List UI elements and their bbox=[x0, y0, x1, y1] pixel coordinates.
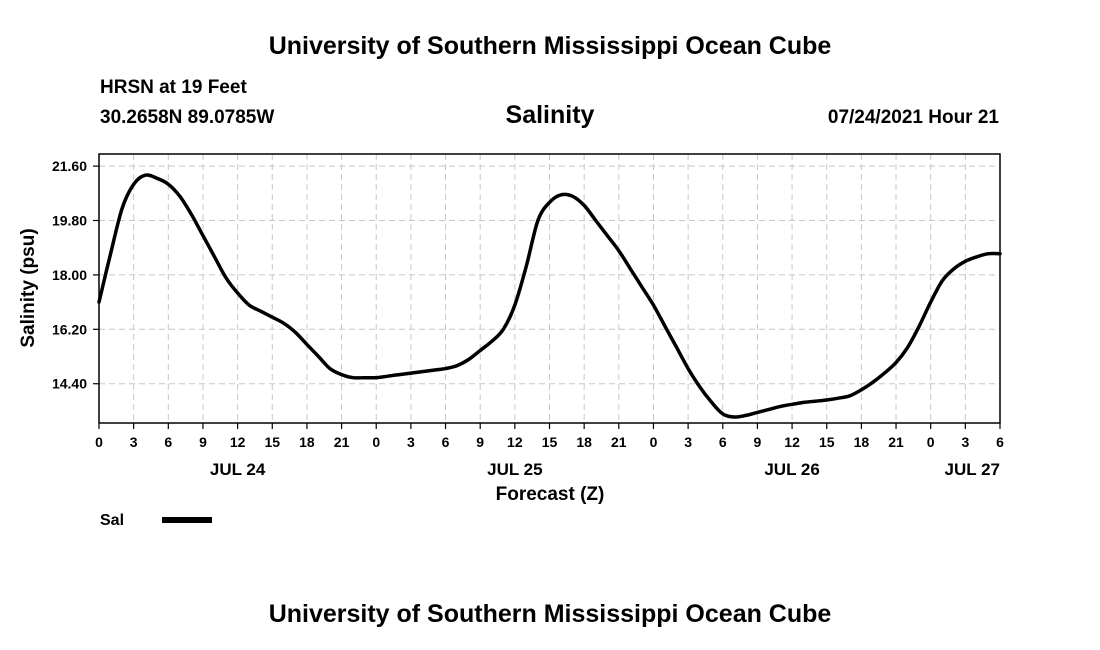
y-tick-label: 19.80 bbox=[52, 212, 87, 228]
page-title: University of Southern Mississippi Ocean… bbox=[268, 32, 832, 60]
x-tick-label: 9 bbox=[754, 434, 762, 450]
y-tick-label: 16.20 bbox=[52, 321, 87, 337]
x-tick-label: 6 bbox=[719, 434, 727, 450]
x-tick-label: 12 bbox=[230, 434, 246, 450]
x-tick-label: 9 bbox=[199, 434, 207, 450]
date-label: JUL 27 bbox=[945, 460, 1000, 479]
legend: Sal bbox=[100, 512, 212, 529]
x-tick-label: 0 bbox=[650, 434, 658, 450]
grid-lines bbox=[99, 154, 1000, 423]
series-layer bbox=[97, 173, 1002, 419]
x-tick-label: 6 bbox=[442, 434, 450, 450]
legend-label: Sal bbox=[100, 512, 124, 529]
x-tick-label: 18 bbox=[854, 434, 870, 450]
salinity-series-line bbox=[97, 173, 1002, 419]
x-tick-label: 18 bbox=[299, 434, 315, 450]
y-tick-label: 14.40 bbox=[52, 376, 87, 392]
x-tick-label: 15 bbox=[819, 434, 835, 450]
x-tick-label: 6 bbox=[164, 434, 172, 450]
y-axis-label: Salinity (psu) bbox=[18, 228, 39, 347]
x-tick-label: 12 bbox=[784, 434, 800, 450]
x-tick-label: 6 bbox=[996, 434, 1004, 450]
date-label: JUL 26 bbox=[764, 460, 819, 479]
x-tick-label: 18 bbox=[576, 434, 592, 450]
x-tick-label: 3 bbox=[130, 434, 138, 450]
y-tick-label: 21.60 bbox=[52, 158, 87, 174]
x-tick-label: 3 bbox=[684, 434, 692, 450]
y-tick-label: 18.00 bbox=[52, 267, 87, 283]
x-tick-label: 21 bbox=[888, 434, 904, 450]
x-tick-label: 3 bbox=[407, 434, 415, 450]
date-label: JUL 25 bbox=[487, 460, 542, 479]
x-tick-label: 15 bbox=[264, 434, 280, 450]
x-tick-label: 0 bbox=[372, 434, 380, 450]
x-tick-label: 21 bbox=[611, 434, 627, 450]
chart-title: Salinity bbox=[505, 101, 595, 129]
x-axis-label: Forecast (Z) bbox=[496, 484, 605, 505]
coordinates-label: 30.2658N 89.0785W bbox=[100, 107, 275, 128]
x-tick-label: 21 bbox=[334, 434, 350, 450]
axes-layer: 14.40 16.20 18.00 19.80 21.60 0 3 6 9 12 15 18 21 0 3 6… bbox=[52, 158, 1004, 479]
date-label: JUL 24 bbox=[210, 460, 266, 479]
timestamp-label: 07/24/2021 Hour 21 bbox=[827, 107, 999, 128]
x-tick-label: 0 bbox=[927, 434, 935, 450]
footer-title: University of Southern Mississippi Ocean… bbox=[268, 600, 832, 628]
x-tick-label: 3 bbox=[961, 434, 969, 450]
x-tick-label: 15 bbox=[542, 434, 558, 450]
x-tick-label: 9 bbox=[476, 434, 484, 450]
station-label: HRSN at 19 Feet bbox=[100, 77, 247, 98]
x-tick-label: 0 bbox=[95, 434, 103, 450]
x-tick-label: 12 bbox=[507, 434, 523, 450]
